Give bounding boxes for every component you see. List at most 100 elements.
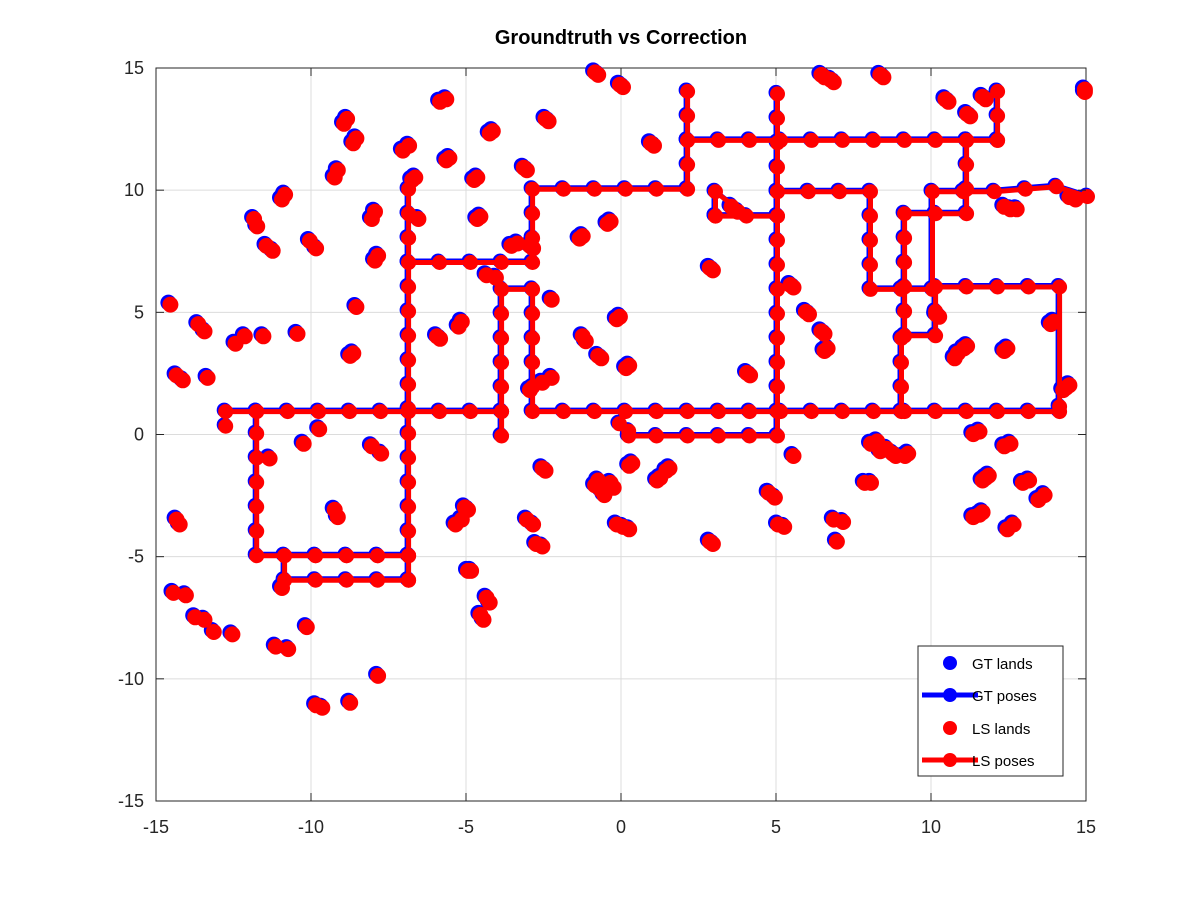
ls-pose-line-marker bbox=[401, 377, 417, 393]
ls-pose-line-marker bbox=[308, 572, 324, 588]
ls-landmark-point bbox=[1061, 377, 1078, 394]
ls-landmark-point bbox=[487, 269, 504, 286]
ls-pose-line-marker bbox=[249, 548, 265, 564]
ls-landmark-point bbox=[280, 641, 297, 658]
ls-landmark-point bbox=[543, 369, 560, 386]
ls-pose-line-marker bbox=[804, 132, 820, 148]
y-tick-label: 5 bbox=[134, 302, 144, 322]
ls-landmark-point bbox=[608, 311, 625, 328]
ls-landmark-point bbox=[481, 594, 498, 611]
x-tick-label: 5 bbox=[771, 817, 781, 837]
ls-landmark-point bbox=[475, 611, 492, 628]
ls-pose-line-marker bbox=[959, 157, 975, 173]
ls-pose-line-marker bbox=[708, 184, 723, 200]
ls-pose-line-marker bbox=[401, 474, 417, 490]
ls-landmark-point bbox=[236, 328, 253, 345]
legend-label-gt-lands: GT lands bbox=[972, 656, 1033, 673]
ls-landmark-point bbox=[314, 699, 331, 716]
ls-pose-line-marker bbox=[249, 523, 265, 539]
ls-landmark-point bbox=[450, 318, 467, 335]
ls-pose-line-marker bbox=[525, 355, 541, 371]
ls-pose-line-marker bbox=[770, 135, 785, 151]
y-tick-label: -5 bbox=[128, 547, 144, 567]
ls-landmark-point bbox=[274, 191, 290, 208]
ls-landmark-point bbox=[162, 296, 179, 313]
ls-pose-line-marker bbox=[249, 404, 265, 420]
ls-landmark-point bbox=[599, 215, 616, 232]
ls-pose-line-marker bbox=[401, 450, 417, 466]
ls-landmark-point bbox=[593, 350, 610, 367]
ls-pose-line-marker bbox=[863, 281, 878, 297]
ls-pose-line-marker bbox=[928, 328, 944, 344]
ls-landmark-point bbox=[432, 93, 449, 110]
ls-pose-line-marker bbox=[897, 132, 913, 148]
ls-pose-line-marker bbox=[401, 279, 417, 295]
ls-pose-line-marker bbox=[925, 281, 940, 297]
ls-landmark-point bbox=[463, 562, 480, 579]
ls-landmark-point bbox=[177, 587, 194, 604]
ls-landmark-point bbox=[1021, 472, 1038, 489]
ls-landmark-point bbox=[900, 445, 917, 462]
ls-landmark-point bbox=[534, 538, 551, 555]
ls-pose-line-marker bbox=[618, 181, 634, 197]
ls-pose-line-marker bbox=[370, 548, 386, 564]
ls-pose-line-marker bbox=[711, 428, 727, 444]
ls-pose-line-marker bbox=[680, 132, 696, 148]
ls-landmark-point bbox=[540, 113, 557, 130]
ls-pose-line-marker bbox=[401, 328, 417, 344]
ls-pose-line-marker bbox=[1018, 181, 1033, 197]
ls-landmark-point bbox=[438, 152, 455, 169]
ls-pose-line-marker bbox=[680, 157, 696, 173]
ls-pose-line-marker bbox=[863, 184, 878, 200]
ls-landmark-point bbox=[980, 467, 997, 484]
ls-pose-line-marker bbox=[401, 426, 417, 442]
ls-pose-line-marker bbox=[618, 404, 634, 420]
ls-pose-line-marker bbox=[894, 404, 909, 420]
ls-landmark-point bbox=[165, 584, 182, 601]
ls-landmark-point bbox=[816, 325, 833, 342]
ls-landmark-point bbox=[518, 162, 535, 179]
ls-landmark-point bbox=[704, 262, 721, 279]
ls-landmark-point bbox=[828, 533, 845, 550]
ls-pose-line-marker bbox=[770, 257, 785, 273]
ls-landmark-point bbox=[289, 325, 306, 342]
ls-pose-line-marker bbox=[770, 110, 785, 126]
tick-labels: -15 -10 -5 0 5 10 15 -15 -10 -5 0 5 10 15 bbox=[118, 58, 1096, 837]
ls-pose-line-marker bbox=[770, 404, 785, 420]
ls-landmark-point bbox=[274, 580, 290, 596]
ls-pose-line-marker bbox=[525, 404, 541, 420]
ls-series bbox=[162, 64, 1095, 716]
ls-landmark-point bbox=[974, 504, 991, 521]
ls-pose-line-marker bbox=[621, 428, 637, 444]
ls-pose-line-marker bbox=[928, 404, 944, 420]
ls-pose-line-marker bbox=[959, 206, 975, 222]
ls-pose-line-marker bbox=[987, 184, 1002, 200]
ls-pose-line-marker bbox=[990, 84, 1006, 99]
ls-pose-line-marker bbox=[770, 233, 785, 248]
ls-pose-line-marker bbox=[463, 404, 479, 420]
legend-label-ls-poses: LS poses bbox=[972, 753, 1035, 770]
ls-landmark-point bbox=[742, 367, 759, 384]
ls-pose-line-marker bbox=[742, 132, 758, 148]
ls-pose-line-marker bbox=[525, 281, 541, 297]
ls-pose-line-marker bbox=[463, 255, 479, 270]
x-tick-label: -15 bbox=[143, 817, 169, 837]
legend: GT lands GT poses LS lands LS poses bbox=[917, 645, 1064, 777]
legend-box bbox=[917, 645, 1064, 777]
ls-landmark-point bbox=[1067, 191, 1084, 208]
ls-landmark-point bbox=[525, 240, 542, 257]
ls-landmark-point bbox=[624, 455, 641, 472]
ls-pose-line-marker bbox=[249, 474, 265, 490]
ls-pose-line-marker bbox=[525, 206, 541, 222]
ls-pose-line-marker bbox=[1080, 189, 1095, 205]
ls-pose-line-marker bbox=[959, 132, 975, 148]
ls-pose-line-marker bbox=[1021, 404, 1037, 420]
ls-landmark-point bbox=[940, 93, 957, 110]
ls-pose-line-marker bbox=[342, 404, 358, 420]
ls-landmark-point bbox=[1002, 435, 1019, 452]
ls-landmark-point bbox=[224, 626, 241, 643]
ls-pose-line-marker bbox=[370, 572, 386, 588]
ls-landmark-point bbox=[345, 135, 362, 152]
